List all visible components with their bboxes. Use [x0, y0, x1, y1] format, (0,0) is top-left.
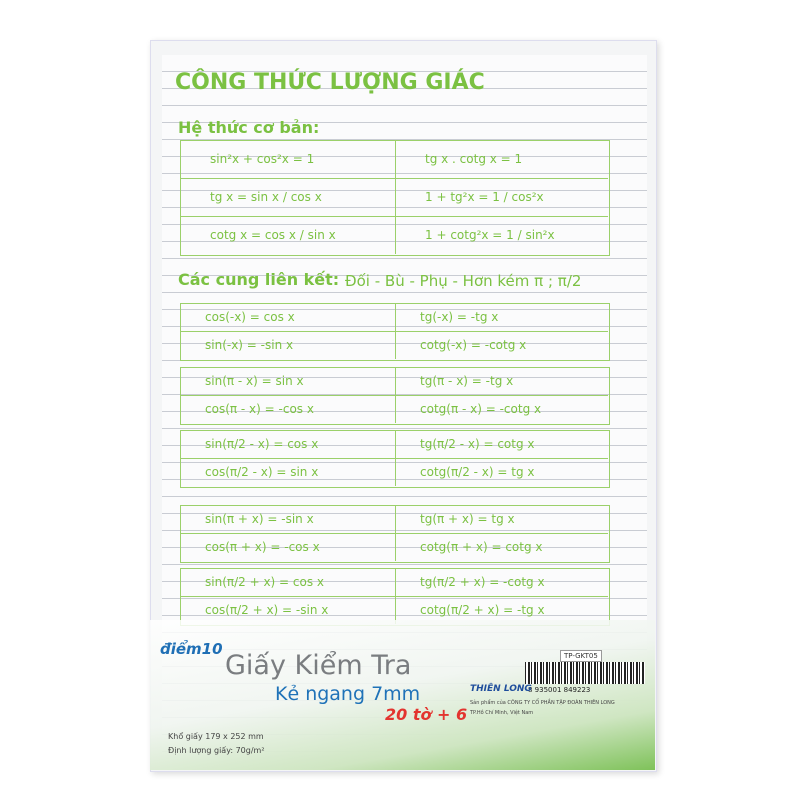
basic-heading: Hệ thức cơ bản:	[178, 118, 320, 137]
formula: cos(π/2 - x) = sin x	[205, 465, 319, 479]
formula: cos(π + x) = -cos x	[205, 540, 320, 554]
divider	[180, 533, 608, 534]
barcode-number: 8 935001 849223	[528, 686, 591, 694]
formula: tg(π/2 + x) = -cotg x	[420, 575, 545, 589]
sheet-count: 20 tờ + 6	[385, 705, 468, 724]
formula: cos(π - x) = -cos x	[205, 402, 314, 416]
related-kinds: Đối - Bù - Phụ - Hơn kém π ; π/2	[345, 272, 582, 290]
formula: sin(π/2 - x) = cos x	[205, 437, 319, 451]
sheet-title: CÔNG THỨC LƯỢNG GIÁC	[175, 70, 485, 95]
origin: TP.Hồ Chí Minh, Việt Nam	[470, 710, 534, 716]
formula: 1 + cotg²x = 1 / sin²x	[425, 228, 555, 242]
related-heading: Các cung liên kết:	[178, 270, 340, 289]
formula: tg x . cotg x = 1	[425, 152, 523, 166]
brand: điểm10	[160, 640, 223, 658]
formula: cotg(-x) = -cotg x	[420, 338, 527, 352]
formula: cotg x = cos x / sin x	[210, 228, 336, 242]
ruling: Kẻ ngang 7mm	[275, 683, 421, 705]
divider	[180, 596, 608, 597]
barcode-bars	[525, 662, 645, 684]
formula: sin(-x) = -sin x	[205, 338, 294, 352]
divider	[180, 331, 608, 332]
formula: tg(π/2 - x) = cotg x	[420, 437, 535, 451]
product-name: Giấy Kiểm Tra	[225, 650, 412, 681]
formula: cotg(π + x) = cotg x	[420, 540, 543, 554]
company: Sản phẩm của CÔNG TY CỔ PHẦN TẬP ĐOÀN TH…	[470, 700, 615, 706]
formula: sin(π - x) = sin x	[205, 374, 304, 388]
divider	[395, 140, 396, 254]
formula: cos(π/2 + x) = -sin x	[205, 603, 329, 617]
formula: tg(π + x) = tg x	[420, 512, 515, 526]
paper-size: Khổ giấy 179 x 252 mm	[168, 732, 264, 741]
formula: 1 + tg²x = 1 / cos²x	[425, 190, 544, 204]
divider	[180, 395, 608, 396]
formula: cotg(π/2 + x) = -tg x	[420, 603, 545, 617]
divider	[180, 178, 608, 179]
formula: sin²x + cos²x = 1	[210, 152, 315, 166]
maker: THIÊN LONG	[470, 684, 532, 694]
formula: tg x = sin x / cos x	[210, 190, 322, 204]
formula: cos(-x) = cos x	[205, 310, 295, 324]
product-label	[150, 620, 655, 770]
formula: tg(-x) = -tg x	[420, 310, 499, 324]
divider	[180, 216, 608, 217]
formula: cotg(π/2 - x) = tg x	[420, 465, 535, 479]
formula: tg(π - x) = -tg x	[420, 374, 514, 388]
product-code: TP-GKT05	[560, 650, 602, 662]
divider	[180, 458, 608, 459]
formula: cotg(π - x) = -cotg x	[420, 402, 542, 416]
paper-weight: Định lượng giấy: 70g/m²	[168, 746, 265, 755]
formula: sin(π/2 + x) = cos x	[205, 575, 325, 589]
formula: sin(π + x) = -sin x	[205, 512, 314, 526]
